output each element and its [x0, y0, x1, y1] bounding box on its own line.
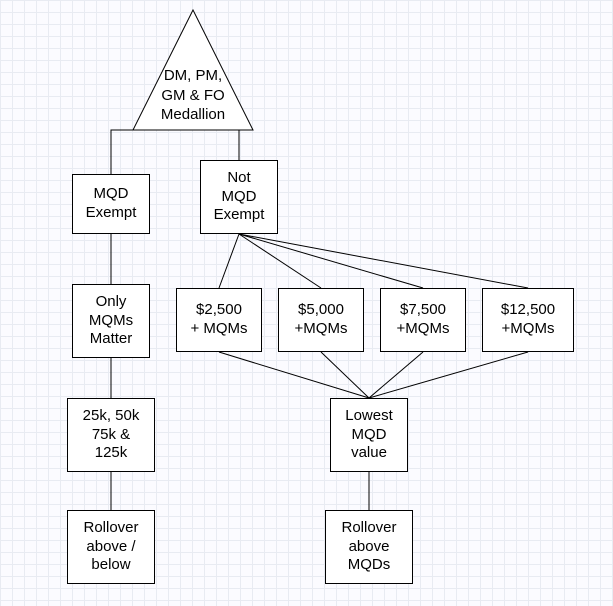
edge-tier_2500-lowest_mqd	[219, 352, 369, 398]
edge-triangle_right-not_exempt	[239, 130, 253, 160]
edge-tier_7500-lowest_mqd	[369, 352, 423, 398]
edge-not_exempt-tier_7500	[239, 234, 423, 288]
edge-tier_12500-lowest_mqd	[369, 352, 528, 398]
box-tier_12500: $12,500+MQMs	[482, 288, 574, 352]
box-tier_7500: $7,500+MQMs	[380, 288, 466, 352]
box-tier_2500: $2,500+ MQMs	[176, 288, 262, 352]
box-tier_5000: $5,000+MQMs	[278, 288, 364, 352]
box-thresholds: 25k, 50k75k &125k	[67, 398, 155, 472]
edge-not_exempt-tier_12500	[239, 234, 528, 288]
root-triangle-label: DM, PM,GM & FOMedallion	[143, 66, 243, 125]
box-only_mqms: OnlyMQMsMatter	[72, 284, 150, 358]
edge-triangle_left-mqd_exempt	[111, 130, 133, 174]
box-mqd_exempt: MQDExempt	[72, 174, 150, 234]
box-rollover_r: RolloveraboveMQDs	[325, 510, 413, 584]
edge-not_exempt-tier_2500	[219, 234, 239, 288]
box-lowest_mqd: LowestMQDvalue	[330, 398, 408, 472]
box-rollover_l: Rolloverabove /below	[67, 510, 155, 584]
box-not_exempt: NotMQDExempt	[200, 160, 278, 234]
